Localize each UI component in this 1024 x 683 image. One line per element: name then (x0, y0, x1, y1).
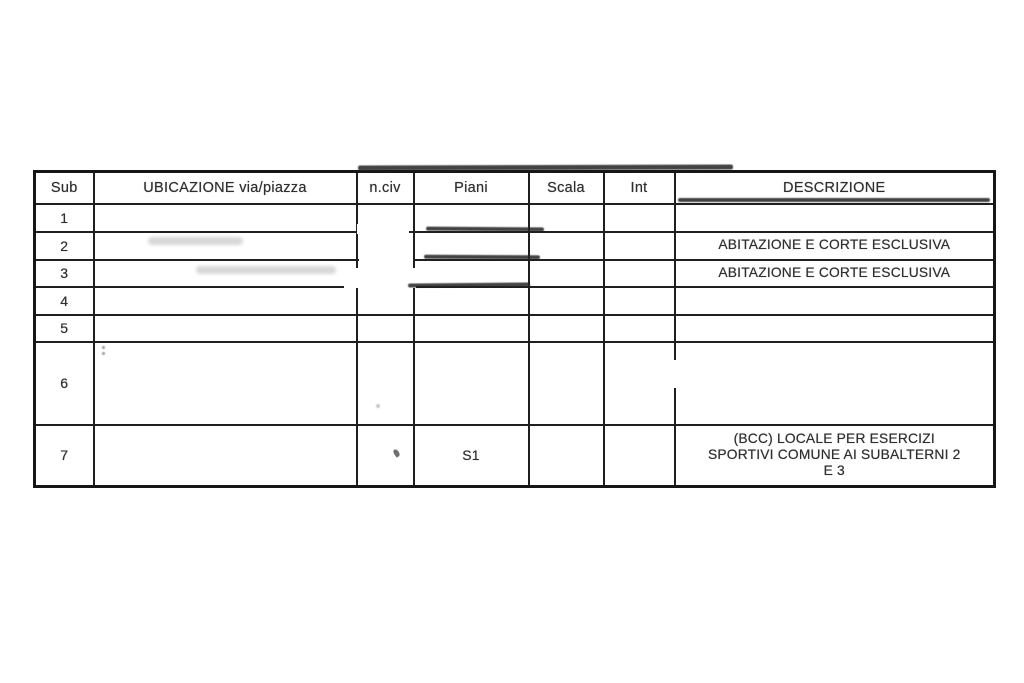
row2-cell-sub: 2 (33, 230, 95, 261)
row6-cell-int (602, 340, 676, 426)
row5-cell-piani (412, 313, 530, 343)
row6-cell-nciv (355, 340, 415, 426)
table-row-2: 2 ABITAZIONE E CORTE ESCLUSIVA (33, 230, 996, 261)
row3-cell-sub: 3 (33, 258, 95, 288)
header-scala: Scala (527, 170, 605, 205)
row3-cell-scala (527, 258, 605, 288)
row3-cell-descrizione: ABITAZIONE E CORTE ESCLUSIVA (673, 258, 996, 288)
row5-cell-ubicazione (92, 313, 358, 343)
row1-cell-sub: 1 (33, 202, 95, 233)
row7-cell-nciv (355, 423, 415, 488)
row4-cell-int (602, 285, 676, 316)
row6-cell-sub: 6 (33, 340, 95, 426)
row3-cell-int (602, 258, 676, 288)
header-int: Int (602, 170, 676, 205)
row4-cell-scala (527, 285, 605, 316)
row1-cell-scala (527, 202, 605, 233)
row2-cell-ubicazione (92, 230, 358, 261)
row6-cell-scala (527, 340, 605, 426)
row1-cell-int (602, 202, 676, 233)
header-row: Sub UBICAZIONE via/piazza n.civ Piani Sc… (33, 170, 996, 205)
row3-cell-nciv (355, 258, 415, 288)
row1-cell-ubicazione (92, 202, 358, 233)
row4-cell-descrizione (673, 285, 996, 316)
row2-cell-descrizione: ABITAZIONE E CORTE ESCLUSIVA (673, 230, 996, 261)
row7-cell-ubicazione (92, 423, 358, 488)
row5-cell-sub: 5 (33, 313, 95, 343)
row7-cell-piani: S1 (412, 423, 530, 488)
row4-cell-sub: 4 (33, 285, 95, 316)
row3-cell-piani (412, 258, 530, 288)
row7-cell-sub: 7 (33, 423, 95, 488)
row4-cell-ubicazione (92, 285, 358, 316)
table-row-7: 7 S1 (BCC) LOCALE PER ESERCIZI SPORTIVI … (33, 423, 996, 488)
header-sub: Sub (33, 170, 95, 205)
header-nciv: n.civ (355, 170, 415, 205)
table-row-3: 3 ABITAZIONE E CORTE ESCLUSIVA (33, 258, 996, 288)
row2-cell-piani (412, 230, 530, 261)
row2-cell-nciv (355, 230, 415, 261)
row7-cell-descrizione: (BCC) LOCALE PER ESERCIZI SPORTIVI COMUN… (673, 423, 996, 488)
row2-cell-scala (527, 230, 605, 261)
row2-cell-int (602, 230, 676, 261)
header-ubicazione: UBICAZIONE via/piazza (92, 170, 358, 205)
row1-cell-piani (412, 202, 530, 233)
row1-cell-descrizione (673, 202, 996, 233)
row5-cell-descrizione (673, 313, 996, 343)
table-row-5: 5 (33, 313, 996, 343)
row4-cell-piani (412, 285, 530, 316)
table-row-4: 4 (33, 285, 996, 316)
header-descrizione: DESCRIZIONE (673, 170, 996, 205)
row4-cell-nciv (355, 285, 415, 316)
row5-cell-nciv (355, 313, 415, 343)
row5-cell-scala (527, 313, 605, 343)
row5-cell-int (602, 313, 676, 343)
subalterni-table: Sub UBICAZIONE via/piazza n.civ Piani Sc… (33, 170, 996, 488)
row7-cell-scala (527, 423, 605, 488)
row6-cell-ubicazione (92, 340, 358, 426)
row7-cell-int (602, 423, 676, 488)
row6-cell-piani (412, 340, 530, 426)
table-row-6: 6 (33, 340, 996, 426)
table-row-1: 1 (33, 202, 996, 233)
row6-cell-descrizione (673, 340, 996, 426)
header-piani: Piani (412, 170, 530, 205)
row3-cell-ubicazione (92, 258, 358, 288)
row1-cell-nciv (355, 202, 415, 233)
